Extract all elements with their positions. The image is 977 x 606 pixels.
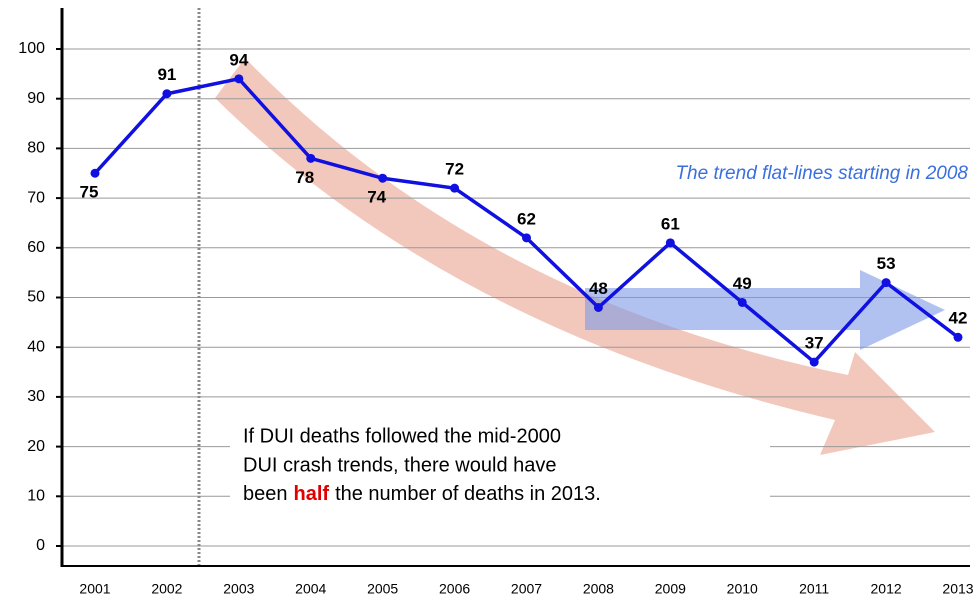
point — [450, 183, 460, 193]
y-tick-label: 80 — [27, 140, 45, 157]
x-tick-label: 2009 — [655, 581, 686, 597]
flat-arrow-group — [585, 270, 945, 350]
note-line: DUI crash trends, there would have — [243, 454, 557, 476]
y-tick-label: 30 — [27, 388, 45, 405]
note-text: the number of deaths in 2013. — [335, 483, 601, 505]
y-tick-label: 0 — [36, 537, 45, 554]
x-tick-label: 2008 — [583, 581, 614, 597]
x-tick-label: 2011 — [799, 581, 829, 597]
data-label: 42 — [949, 309, 968, 328]
data-label: 78 — [295, 168, 314, 187]
point — [234, 74, 244, 84]
x-tick-label: 2013 — [942, 581, 973, 597]
note-line: If DUI deaths followed the mid-2000 — [243, 425, 561, 447]
annotation: The trend flat-lines starting in 2008 — [675, 163, 968, 184]
y-tick-label: 60 — [27, 239, 45, 256]
y-tick-label: 100 — [18, 40, 45, 57]
x-tick-label: 2012 — [871, 581, 902, 597]
y-tick-label: 10 — [27, 488, 45, 505]
point — [953, 332, 963, 342]
point — [737, 297, 747, 307]
data-label: 91 — [157, 65, 176, 84]
note-box — [230, 413, 770, 517]
data-label: 72 — [445, 160, 464, 179]
point — [522, 233, 531, 243]
data-label: 61 — [661, 214, 680, 233]
note-text: been — [243, 483, 288, 505]
note-line: been half the number of deaths in 2013. — [243, 483, 601, 505]
point — [809, 357, 819, 367]
data-label: 37 — [805, 334, 824, 353]
note-emphasis: half — [294, 483, 330, 505]
flat-arrow — [585, 270, 945, 350]
y-tick-label: 40 — [27, 338, 45, 355]
data-label: 49 — [733, 274, 752, 293]
point — [881, 278, 891, 288]
y-tick-label: 70 — [27, 189, 45, 206]
point — [90, 168, 100, 178]
x-tick-label: 2006 — [439, 581, 470, 597]
x-tick-label: 2010 — [727, 581, 758, 597]
y-tick-label: 50 — [27, 289, 45, 306]
point — [378, 173, 388, 183]
y-tick-label: 90 — [27, 90, 45, 107]
point — [306, 153, 316, 163]
y-tick-label: 20 — [27, 438, 45, 455]
data-label: 75 — [80, 183, 99, 202]
data-label: 74 — [367, 188, 386, 207]
x-tick-label: 2007 — [511, 581, 542, 597]
data-label: 62 — [517, 209, 536, 228]
x-tick-label: 2003 — [223, 581, 254, 597]
decorations — [215, 58, 935, 455]
data-label: 94 — [229, 50, 248, 69]
x-tick-label: 2004 — [295, 581, 326, 597]
data-label: 53 — [877, 254, 896, 273]
data-label: 48 — [589, 279, 608, 298]
decline-arrow — [215, 58, 935, 455]
x-tick-label: 2005 — [367, 581, 398, 597]
x-tick-label: 2002 — [151, 581, 182, 597]
point — [162, 89, 172, 99]
point — [665, 238, 675, 248]
x-tick-label: 2001 — [79, 581, 110, 597]
point — [593, 302, 603, 312]
